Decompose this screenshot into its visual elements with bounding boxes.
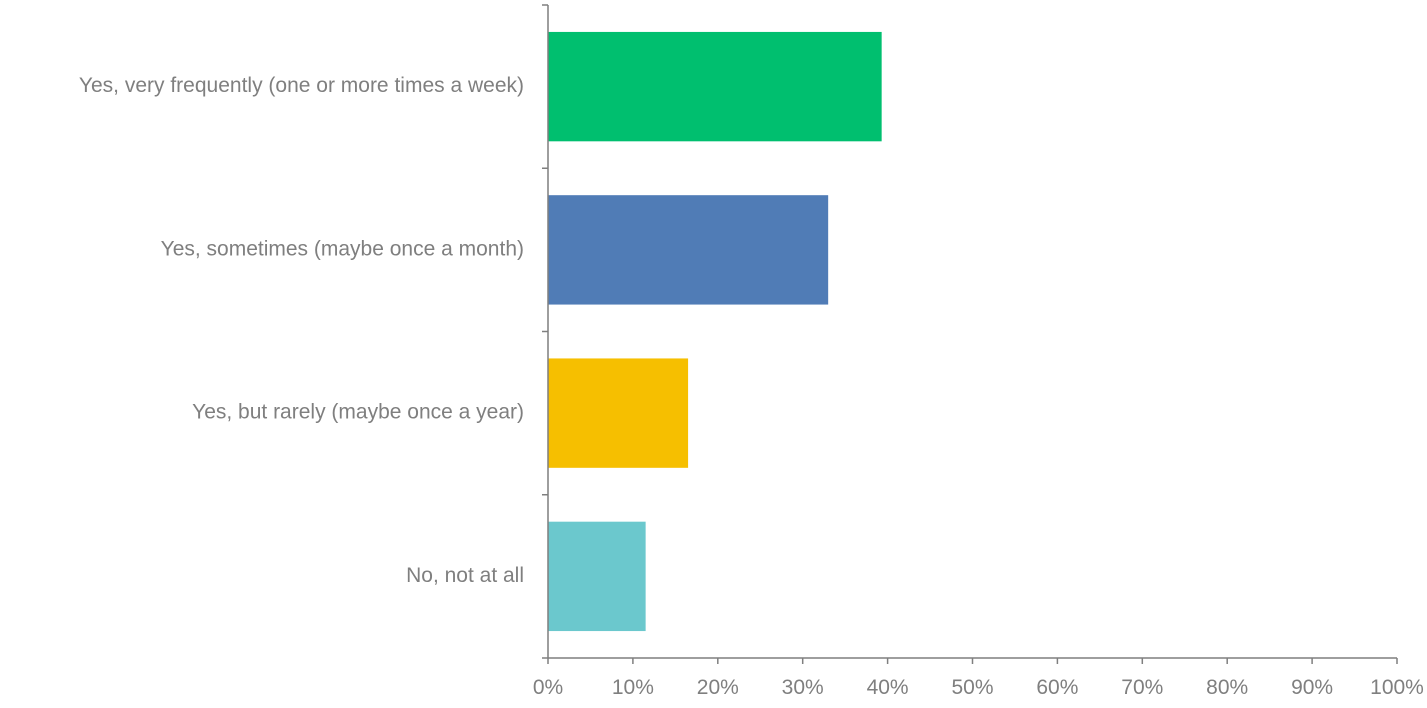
x-tick-label-5: 50% <box>951 676 993 699</box>
category-label-3: Yes, but rarely (maybe once a year) <box>192 401 524 424</box>
x-tick-label-10: 100% <box>1370 676 1424 699</box>
category-label-1: Yes, very frequently (one or more times … <box>79 74 524 97</box>
labels-layer: Yes, very frequently (one or more times … <box>79 74 1424 699</box>
bar-4 <box>548 521 646 632</box>
category-label-2: Yes, sometimes (maybe once a month) <box>161 237 524 260</box>
bars-layer <box>548 31 882 632</box>
x-tick-label-7: 70% <box>1121 676 1163 699</box>
x-tick-label-3: 30% <box>782 676 824 699</box>
x-tick-label-8: 80% <box>1206 676 1248 699</box>
bar-1 <box>548 31 882 142</box>
x-tick-label-1: 10% <box>612 676 654 699</box>
x-tick-label-9: 90% <box>1291 676 1333 699</box>
x-tick-label-6: 60% <box>1036 676 1078 699</box>
x-tick-label-0: 0% <box>533 676 563 699</box>
x-tick-label-2: 20% <box>697 676 739 699</box>
bar-3 <box>548 358 689 468</box>
x-tick-label-4: 40% <box>867 676 909 699</box>
category-label-4: No, not at all <box>406 564 524 587</box>
axes-layer <box>542 4 1398 664</box>
bar-2 <box>548 195 829 305</box>
